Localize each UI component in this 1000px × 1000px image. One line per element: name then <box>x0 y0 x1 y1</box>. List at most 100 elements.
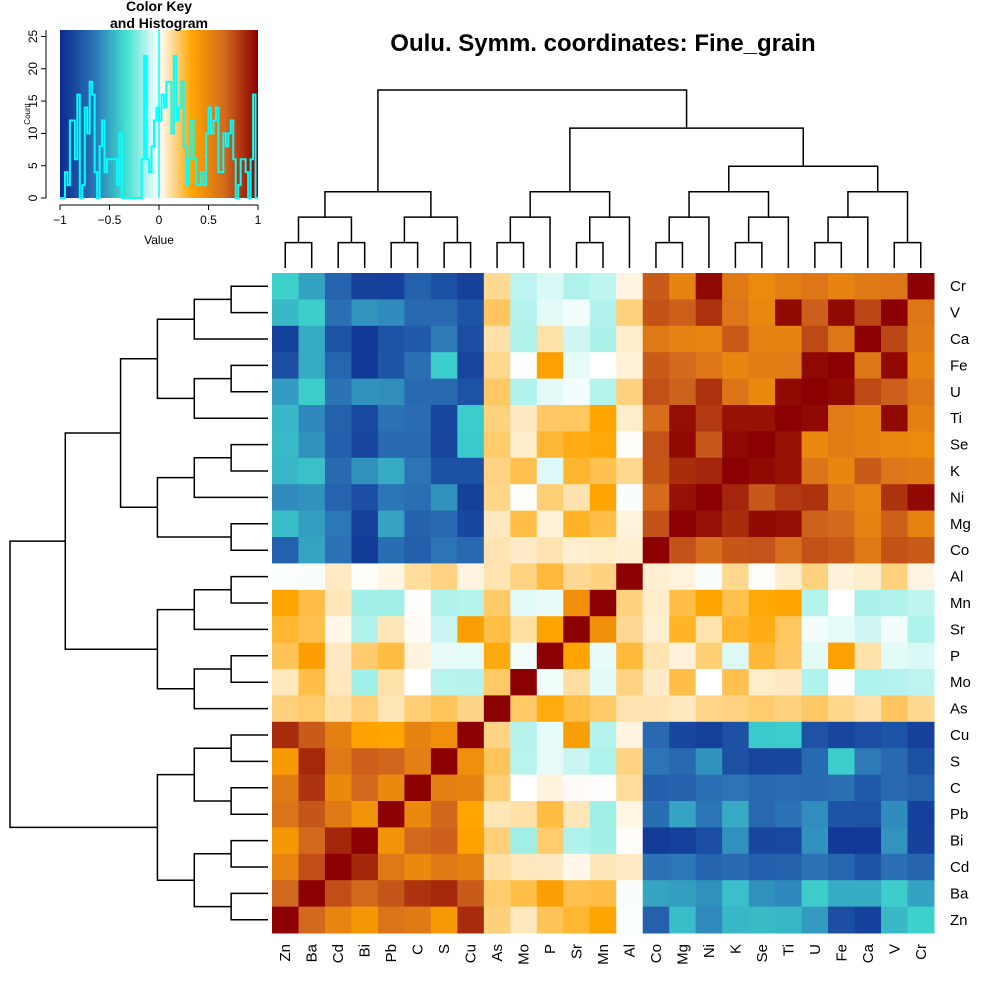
heatmap-cell-Al-P <box>536 563 564 591</box>
heatmap-cell-Cu-Ca <box>854 721 882 749</box>
column-label-K: K <box>727 944 744 954</box>
heatmap-cell-Al-Mn <box>589 563 617 591</box>
heatmap-cell-Sr-Zn <box>272 616 299 644</box>
heatmap-cell-Mn-Ti <box>775 589 803 617</box>
heatmap-cell-Fe-Cu <box>457 352 485 380</box>
heatmap-cell-Cd-As <box>483 853 511 881</box>
heatmap-cell-Fe-Al <box>616 352 644 380</box>
heatmap-cell-U-Sr <box>563 378 591 406</box>
heatmap-cell-Cr-Sr <box>563 273 591 300</box>
heatmap-cell-U-Bi <box>351 378 379 406</box>
heatmap-cell-Sr-Co <box>642 616 670 644</box>
heatmap-cell-Zn-Mo <box>510 906 538 934</box>
heatmap-cell-Mg-Ni <box>695 510 723 538</box>
heatmap-cell-P-Cu <box>457 642 485 670</box>
heatmap-cell-Ba-C <box>404 880 432 908</box>
heatmap-cell-Sr-U <box>801 616 829 644</box>
heatmap-cell-Mo-Cd <box>324 669 352 696</box>
column-label-Cu: Cu <box>463 944 480 963</box>
heatmap-cell-Ca-U <box>801 325 829 353</box>
heatmap-cell-Ca-Cu <box>457 325 485 353</box>
heatmap-cell-Cr-Mg <box>669 273 697 300</box>
heatmap-cell-Cr-C <box>404 273 432 300</box>
row-label-Bi: Bi <box>950 833 963 850</box>
heatmap-cell-Co-Ca <box>854 537 882 564</box>
heatmap-cell-Ni-Bi <box>351 484 379 512</box>
heatmap-cell-Ca-Co <box>642 325 670 353</box>
heatmap-cell-Fe-Cr <box>907 352 935 380</box>
column-label-Ni: Ni <box>701 944 718 958</box>
heatmap-cell-Mn-Mo <box>510 589 538 617</box>
row-label-Mn: Mn <box>950 595 971 612</box>
heatmap-cell-Bi-Ba <box>298 827 326 855</box>
heatmap-cell-Ti-As <box>483 405 511 432</box>
column-label-U: U <box>807 944 824 955</box>
heatmap-cell-Ti-Fe <box>828 405 856 432</box>
heatmap-cell-Se-As <box>483 431 511 459</box>
heatmap-cell-Cd-U <box>801 853 829 881</box>
heatmap-cell-Cu-Mn <box>589 721 617 749</box>
heatmap-cell-S-Bi <box>351 748 379 776</box>
column-label-Cd: Cd <box>330 944 347 963</box>
heatmap-cell-S-Ti <box>775 748 803 776</box>
heatmap-cell-P-P <box>536 642 564 670</box>
heatmap-cell-K-Co <box>642 457 670 485</box>
heatmap-cell-Fe-V <box>881 352 909 380</box>
heatmap-cell-Mn-Co <box>642 589 670 617</box>
heatmap-cell-V-Fe <box>828 299 856 327</box>
heatmap-cell-Pb-Cu <box>457 801 485 828</box>
heatmap-cell-Mn-Fe <box>828 589 856 617</box>
heatmap-cell-Cr-Cd <box>324 273 352 300</box>
heatmap-cell-Mn-Cu <box>457 589 485 617</box>
heatmap-cell-Sr-Mg <box>669 616 697 644</box>
heatmap-cell-Co-Cr <box>907 537 935 564</box>
heatmap-cell-C-Bi <box>351 774 379 802</box>
heatmap-cell-P-As <box>483 642 511 670</box>
heatmap-cell-Mg-P <box>536 510 564 538</box>
heatmap-cell-Cr-Co <box>642 273 670 300</box>
heatmap-cell-Cu-Ni <box>695 721 723 749</box>
heatmap-cell-Fe-Mo <box>510 352 538 380</box>
heatmap-cell-Cr-Mn <box>589 273 617 300</box>
column-label-C: C <box>410 944 427 955</box>
heatmap-cell-As-V <box>881 695 909 723</box>
heatmap-cell-Zn-Ca <box>854 906 882 934</box>
heatmap-cell-Mg-Cu <box>457 510 485 538</box>
heatmap-cell-Mo-Ba <box>298 669 326 696</box>
heatmap-cell-As-P <box>536 695 564 723</box>
heatmap-cell-U-Cu <box>457 378 485 406</box>
heatmap-cell-Ti-K <box>722 405 750 432</box>
heatmap-cell-P-Se <box>748 642 776 670</box>
heatmap-cell-Ba-Se <box>748 880 776 908</box>
heatmap-cell-V-Co <box>642 299 670 327</box>
heatmap-cell-Al-Mg <box>669 563 697 591</box>
heatmap-cell-K-C <box>404 457 432 485</box>
heatmap-cell-Co-V <box>881 537 909 564</box>
heatmap-cell-Se-Ni <box>695 431 723 459</box>
heatmap-cell-Cd-Mo <box>510 853 538 881</box>
heatmap-cell-Cu-Mg <box>669 721 697 749</box>
heatmap-cell-Fe-S <box>430 352 458 380</box>
heatmap-cell-Cd-Mn <box>589 853 617 881</box>
heatmap-cell-Mg-Ca <box>854 510 882 538</box>
heatmap-cell-Ti-Cr <box>907 405 935 432</box>
heatmap-cell-Mo-Fe <box>828 669 856 696</box>
heatmap-cell-Ti-Se <box>748 405 776 432</box>
heatmap-cell-U-Ni <box>695 378 723 406</box>
heatmap-cell-Co-Cu <box>457 537 485 564</box>
heatmap-cell-Zn-Zn <box>272 906 299 934</box>
heatmap-cell-Cu-Pb <box>377 721 405 749</box>
heatmap-cell-Se-Sr <box>563 431 591 459</box>
heatmap-cell-Co-S <box>430 537 458 564</box>
heatmap-cell-Cu-C <box>404 721 432 749</box>
heatmap-cell-Fe-Co <box>642 352 670 380</box>
heatmap-cell-Co-Ba <box>298 537 326 564</box>
heatmap-cell-Mo-Sr <box>563 669 591 696</box>
heatmap-cell-Pb-Mn <box>589 801 617 828</box>
heatmap-cell-Mg-As <box>483 510 511 538</box>
heatmap-cell-As-Pb <box>377 695 405 723</box>
heatmap-cell-As-Al <box>616 695 644 723</box>
heatmap-cell-Se-Al <box>616 431 644 459</box>
heatmap-cell-Al-S <box>430 563 458 591</box>
